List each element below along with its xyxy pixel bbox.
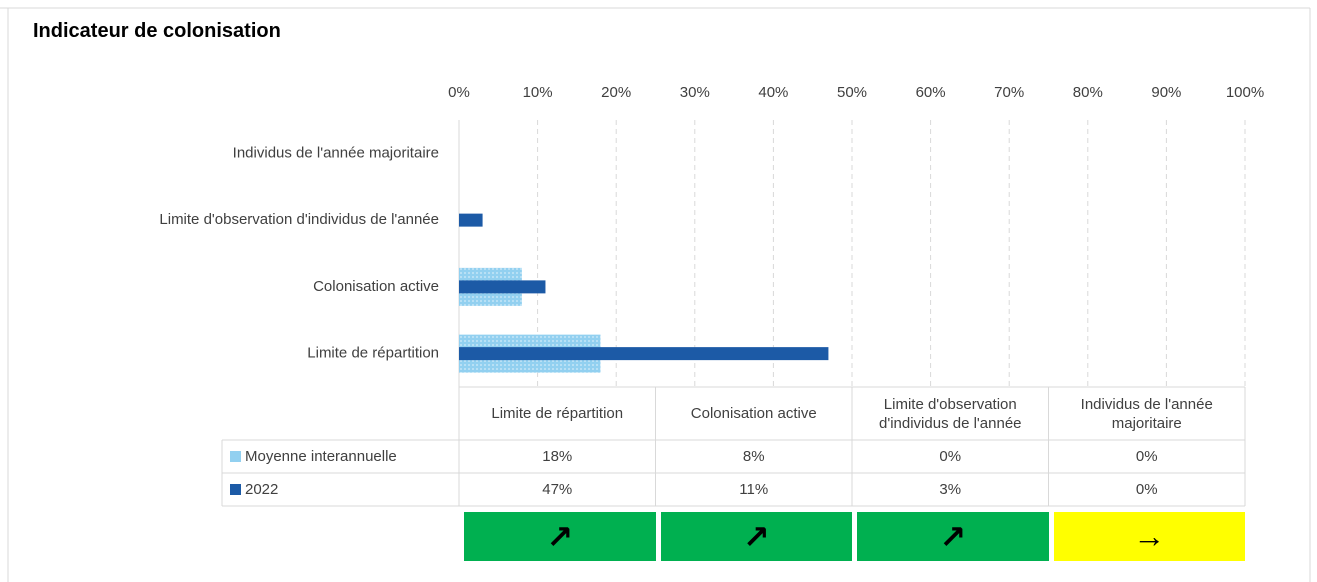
value-label: 18% xyxy=(542,448,573,465)
x-tick-label: 60% xyxy=(916,84,946,101)
table-header: Limite de répartition xyxy=(491,405,624,422)
legend-entry: Moyenne interannuelle xyxy=(222,440,459,473)
table-header: Colonisation active xyxy=(690,405,817,422)
legend-label: Moyenne interannuelle xyxy=(245,448,397,465)
legend-label: 2022 xyxy=(245,481,279,498)
y-tick-label: Limite de répartition xyxy=(307,345,439,362)
trend-arrow: → xyxy=(1053,512,1245,561)
bar xyxy=(459,280,546,294)
value-label: 8% xyxy=(742,448,765,465)
trend-arrow: ↗ xyxy=(660,512,852,561)
chart-title: Indicateur de colonisation xyxy=(33,20,281,42)
x-tick-label: 20% xyxy=(601,84,631,101)
x-tick-label: 50% xyxy=(837,84,867,101)
x-tick-label: 80% xyxy=(1073,84,1103,101)
table-header: Individus de l'année majoritaire xyxy=(1080,395,1213,432)
y-tick-label: Colonisation active xyxy=(313,278,439,295)
value-label: 47% xyxy=(542,481,573,498)
y-tick-label: Individus de l'année majoritaire xyxy=(233,144,439,161)
value-label: 11% xyxy=(739,481,769,498)
x-tick-label: 70% xyxy=(994,84,1024,101)
x-tick-label: 90% xyxy=(1151,84,1181,101)
trend-arrow: ↗ xyxy=(857,512,1049,561)
value-label: 0% xyxy=(1135,481,1158,498)
x-tick-label: 30% xyxy=(680,84,710,101)
x-tick-label: 0% xyxy=(448,84,470,101)
trend-arrow: ↗ xyxy=(464,512,656,561)
x-tick-label: 10% xyxy=(523,84,553,101)
bar xyxy=(459,347,829,361)
value-label: 3% xyxy=(939,481,962,498)
bar xyxy=(459,213,483,227)
value-label: 0% xyxy=(939,448,962,465)
value-label: 0% xyxy=(1135,448,1158,465)
y-tick-label: Limite d'observation d'individus de l'an… xyxy=(159,211,439,228)
x-tick-label: 100% xyxy=(1226,84,1264,101)
legend-entry: 2022 xyxy=(222,473,459,506)
legend-swatch xyxy=(230,484,241,495)
legend-swatch xyxy=(230,451,241,462)
x-tick-label: 40% xyxy=(758,84,788,101)
table-header: Limite d'observation d'individus de l'an… xyxy=(879,395,1022,432)
